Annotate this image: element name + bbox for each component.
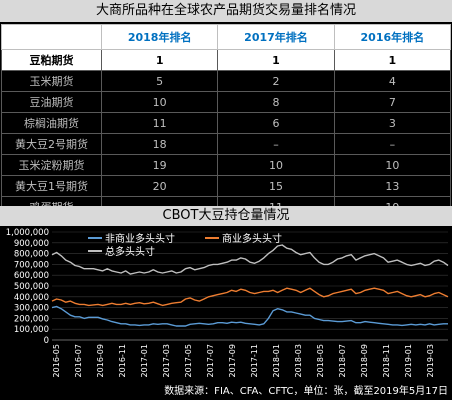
chart-title: CBOT大豆持仓量情况 bbox=[0, 206, 452, 226]
legend-label: 商业多头头寸 bbox=[222, 232, 282, 245]
x-axis: 2016-05 2016-07 2016-09 2016-11 2017-01 2017-… bbox=[52, 339, 448, 377]
table-row: 黄大豆2号期货 18 – – bbox=[1, 133, 452, 155]
y-tick-label: 600,000 bbox=[14, 271, 49, 281]
table-row: 豆粕期货 1 1 1 bbox=[1, 49, 452, 71]
rank-2016: 4 bbox=[333, 70, 452, 92]
y-axis: 0100,000200,000300,000400,000500,000600,… bbox=[6, 228, 49, 346]
rank-2016: 7 bbox=[333, 91, 452, 113]
x-tick-label: 2016-09 bbox=[96, 344, 105, 377]
x-tick-label: 2017-03 bbox=[162, 344, 171, 377]
rank-2017: 15 bbox=[217, 175, 335, 197]
x-tick-label: 2017-05 bbox=[184, 344, 193, 377]
table-row: 玉米淀粉期货 19 10 10 bbox=[1, 154, 452, 176]
rank-2016: 13 bbox=[333, 175, 452, 197]
series-line bbox=[51, 305, 448, 327]
x-tick-label: 2019-03 bbox=[426, 344, 435, 377]
rank-2016: 10 bbox=[333, 154, 452, 176]
x-tick-label: 2018-05 bbox=[316, 344, 325, 377]
rank-2017: 2 bbox=[217, 70, 335, 92]
y-tick-label: 500,000 bbox=[14, 282, 49, 292]
rank-2018: 5 bbox=[100, 70, 219, 92]
y-tick-label: 400,000 bbox=[14, 293, 49, 303]
legend-label: 非商业多头头寸 bbox=[105, 232, 175, 245]
table-title: 大商所品种在全球农产品期货交易量排名情况 bbox=[0, 0, 452, 22]
y-tick-label: 0 bbox=[44, 336, 49, 346]
series-lines bbox=[51, 244, 449, 327]
row-name: 豆油期货 bbox=[1, 91, 102, 113]
y-tick-label: 800,000 bbox=[14, 250, 49, 260]
table-row: 豆油期货 10 8 7 bbox=[1, 91, 452, 113]
x-tick-label: 2017-01 bbox=[140, 344, 149, 377]
rank-2016: 3 bbox=[333, 112, 452, 134]
x-tick-label: 2018-11 bbox=[382, 344, 391, 377]
table-header-row: 2018年排名 2017年排名 2016年排名 bbox=[1, 24, 452, 50]
header-2016: 2016年排名 bbox=[333, 24, 452, 50]
table-row: 玉米期货 5 2 4 bbox=[1, 70, 452, 92]
x-tick-label: 2016-05 bbox=[52, 344, 61, 377]
y-tick-label: 300,000 bbox=[14, 304, 49, 314]
legend-label: 总多头头寸 bbox=[105, 245, 155, 258]
x-tick-label: 2018-03 bbox=[294, 344, 303, 377]
x-tick-label: 2017-07 bbox=[206, 344, 215, 377]
rank-2018: 1 bbox=[100, 49, 219, 71]
series-line bbox=[51, 287, 449, 307]
x-tick-label: 2018-01 bbox=[272, 344, 281, 377]
rank-2018: 18 bbox=[100, 133, 219, 155]
rank-2017: 6 bbox=[217, 112, 335, 134]
x-tick-label: 2019-01 bbox=[404, 344, 413, 377]
x-tick-label: 2018-07 bbox=[338, 344, 347, 377]
y-tick-label: 900,000 bbox=[14, 239, 49, 249]
row-name: 棕榈油期货 bbox=[1, 112, 102, 134]
x-tick-label: 2016-07 bbox=[74, 344, 83, 377]
x-tick-label: 2016-11 bbox=[118, 344, 127, 377]
table-row: 黄大豆1号期货 20 15 13 bbox=[1, 175, 452, 197]
table-row: 棕榈油期货 11 6 3 bbox=[1, 112, 452, 134]
x-tick-label: 2017-11 bbox=[250, 344, 259, 377]
data-source-note: 数据来源：FIA、CFA、CFTC，单位：张，截至2019年5月17日 bbox=[164, 386, 448, 397]
x-tick-label: 2017-09 bbox=[228, 344, 237, 377]
series-line bbox=[51, 244, 449, 275]
rank-2016: 1 bbox=[333, 49, 452, 71]
ranking-table: 2018年排名 2017年排名 2016年排名 豆粕期货 1 1 1 玉米期货 … bbox=[1, 24, 452, 218]
header-blank bbox=[1, 24, 102, 50]
header-2017: 2017年排名 bbox=[217, 24, 335, 50]
y-tick-label: 1,000,000 bbox=[6, 228, 49, 238]
rank-2017: 8 bbox=[217, 91, 335, 113]
rank-2018: 10 bbox=[100, 91, 219, 113]
rank-2018: 19 bbox=[100, 154, 219, 176]
open-interest-chart: 0100,000200,000300,000400,000500,000600,… bbox=[6, 228, 449, 377]
row-name: 玉米期货 bbox=[1, 70, 102, 92]
rank-2017: – bbox=[217, 133, 335, 155]
row-name: 豆粕期货 bbox=[1, 49, 102, 71]
y-tick-label: 100,000 bbox=[14, 325, 49, 335]
y-tick-label: 200,000 bbox=[14, 314, 49, 324]
x-tick-label: 2018-09 bbox=[360, 344, 369, 377]
row-name: 黄大豆2号期货 bbox=[1, 133, 102, 155]
header-2018: 2018年排名 bbox=[100, 24, 219, 50]
row-name: 黄大豆1号期货 bbox=[1, 175, 102, 197]
rank-2017: 10 bbox=[217, 154, 335, 176]
rank-2016: – bbox=[333, 133, 452, 155]
y-tick-label: 700,000 bbox=[14, 260, 49, 270]
rank-2018: 20 bbox=[100, 175, 219, 197]
rank-2018: 11 bbox=[100, 112, 219, 134]
row-name: 玉米淀粉期货 bbox=[1, 154, 102, 176]
rank-2017: 1 bbox=[217, 49, 335, 71]
